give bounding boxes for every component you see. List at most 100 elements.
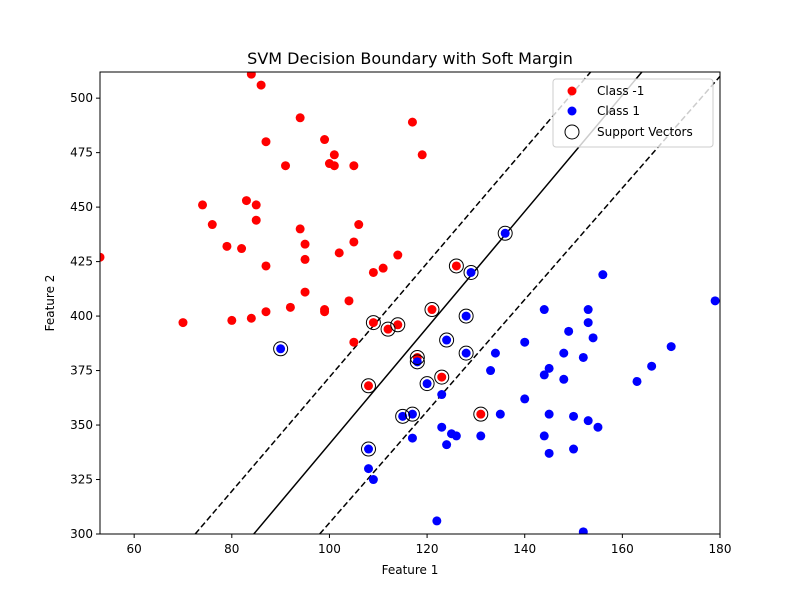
class-pos-point-21 <box>490 348 500 358</box>
support-vector-ring-4 <box>380 321 396 337</box>
support-vector-ring-0 <box>273 341 289 357</box>
support-vector-ring-5 <box>390 317 406 333</box>
class-neg-point-39 <box>393 250 403 260</box>
y-tick-label-7: 475 <box>70 146 93 160</box>
class-neg-point-45 <box>437 372 447 382</box>
class-pos-point-41 <box>583 416 593 426</box>
class-pos-point-7 <box>412 357 422 367</box>
class-neg-point-47 <box>476 409 486 419</box>
support-vector-ring-12 <box>434 369 450 385</box>
x-tick-label-2: 100 <box>318 542 341 556</box>
class-neg-point-38 <box>383 324 393 334</box>
class-neg-point-15 <box>261 307 271 317</box>
class-neg-point-5 <box>227 315 237 325</box>
class-pos-point-25 <box>520 394 530 404</box>
class-pos-point-15 <box>451 431 461 441</box>
support-vector-ring-6 <box>395 408 411 424</box>
class-pos-point-6 <box>407 433 417 443</box>
class-pos-point-34 <box>564 326 574 336</box>
class-pos-point-5 <box>407 409 417 419</box>
support-vector-ring-15 <box>458 308 474 324</box>
class-pos-point-28 <box>539 431 549 441</box>
class-neg-point-36 <box>368 318 378 328</box>
class-pos-point-17 <box>461 348 471 358</box>
class-neg-point-48 <box>364 381 374 391</box>
class-neg-point-35 <box>368 267 378 277</box>
class-pos-point-39 <box>583 305 593 315</box>
class-neg-point-18 <box>295 113 305 123</box>
chart-title: SVM Decision Boundary with Soft Margin <box>247 49 573 68</box>
class-pos-point-44 <box>598 270 608 280</box>
class-pos-point-29 <box>544 363 554 373</box>
support-vector-ring-18 <box>473 406 489 422</box>
class-pos-point-38 <box>578 527 588 534</box>
x-tick-label-4: 140 <box>513 542 536 556</box>
class-pos-point-3 <box>368 475 378 485</box>
x-tick-label-6: 180 <box>709 542 732 556</box>
support-vector-ring-10 <box>419 376 435 392</box>
data-points <box>100 72 720 534</box>
class-neg-point-23 <box>320 135 330 145</box>
class-pos-point-20 <box>486 366 496 376</box>
x-tick-label-5: 160 <box>611 542 634 556</box>
class-neg-point-37 <box>378 263 388 273</box>
class-neg-point-1 <box>178 318 188 328</box>
class-pos-point-16 <box>461 311 471 321</box>
class-pos-point-37 <box>578 352 588 362</box>
legend-marker-class-pos <box>567 106 577 116</box>
support-vector-ring-14 <box>448 258 464 274</box>
class-pos-point-18 <box>466 267 476 277</box>
y-tick-label-8: 500 <box>70 91 93 105</box>
margin-line-1 <box>194 72 592 534</box>
support-vector-ring-9 <box>409 354 425 370</box>
support-vector-markers <box>273 225 513 457</box>
class-neg-point-27 <box>329 150 339 160</box>
class-neg-point-10 <box>251 200 261 210</box>
class-neg-point-6 <box>237 244 247 254</box>
class-pos-point-47 <box>666 342 676 352</box>
legend-label-class-pos: Class 1 <box>597 104 640 118</box>
support-vector-ring-11 <box>424 302 440 318</box>
class-neg-point-34 <box>354 220 364 230</box>
class-pos-point-8 <box>422 379 432 389</box>
class-pos-point-31 <box>544 448 554 458</box>
decision_boundary-line-0 <box>253 72 643 534</box>
class-pos-point-13 <box>442 335 452 345</box>
class-neg-point-28 <box>329 161 339 171</box>
class-neg-point-33 <box>349 337 359 347</box>
x-axis-ticks: 60 80 100 120 140 160 180 <box>127 534 732 556</box>
class-neg-point-20 <box>300 239 310 249</box>
class-neg-point-13 <box>261 137 271 147</box>
support-vector-ring-7 <box>404 406 420 422</box>
y-tick-label-4: 400 <box>70 309 93 323</box>
class-neg-point-2 <box>198 200 208 210</box>
boundary-lines <box>194 72 720 534</box>
x-tick-label-0: 60 <box>127 542 142 556</box>
class-pos-point-40 <box>583 318 593 328</box>
class-pos-point-10 <box>437 390 447 400</box>
legend: Class -1 Class 1 Support Vectors <box>552 78 714 148</box>
class-neg-point-22 <box>300 287 310 297</box>
class-neg-point-17 <box>285 302 295 312</box>
support-vector-ring-13 <box>439 332 455 348</box>
legend-label-class-neg: Class -1 <box>597 84 644 98</box>
class-pos-point-11 <box>437 422 447 432</box>
class-neg-point-11 <box>251 215 261 225</box>
class-pos-point-0 <box>276 344 286 354</box>
class-pos-point-1 <box>364 444 374 454</box>
class-neg-point-19 <box>295 224 305 234</box>
y-tick-label-2: 350 <box>70 418 93 432</box>
class-pos-point-33 <box>559 374 569 384</box>
class-pos-point-9 <box>432 516 442 526</box>
class-neg-point-44 <box>427 305 437 315</box>
class-neg-point-21 <box>300 254 310 264</box>
class-pos-point-46 <box>647 361 657 371</box>
y-tick-label-0: 300 <box>70 527 93 541</box>
class-neg-point-41 <box>407 117 417 127</box>
support-vector-ring-1 <box>361 378 377 394</box>
class-pos-point-32 <box>559 348 569 358</box>
y-tick-label-6: 450 <box>70 200 93 214</box>
class-pos-point-23 <box>500 228 510 238</box>
class-neg-point-30 <box>344 296 354 306</box>
class-neg-point-25 <box>320 307 330 317</box>
